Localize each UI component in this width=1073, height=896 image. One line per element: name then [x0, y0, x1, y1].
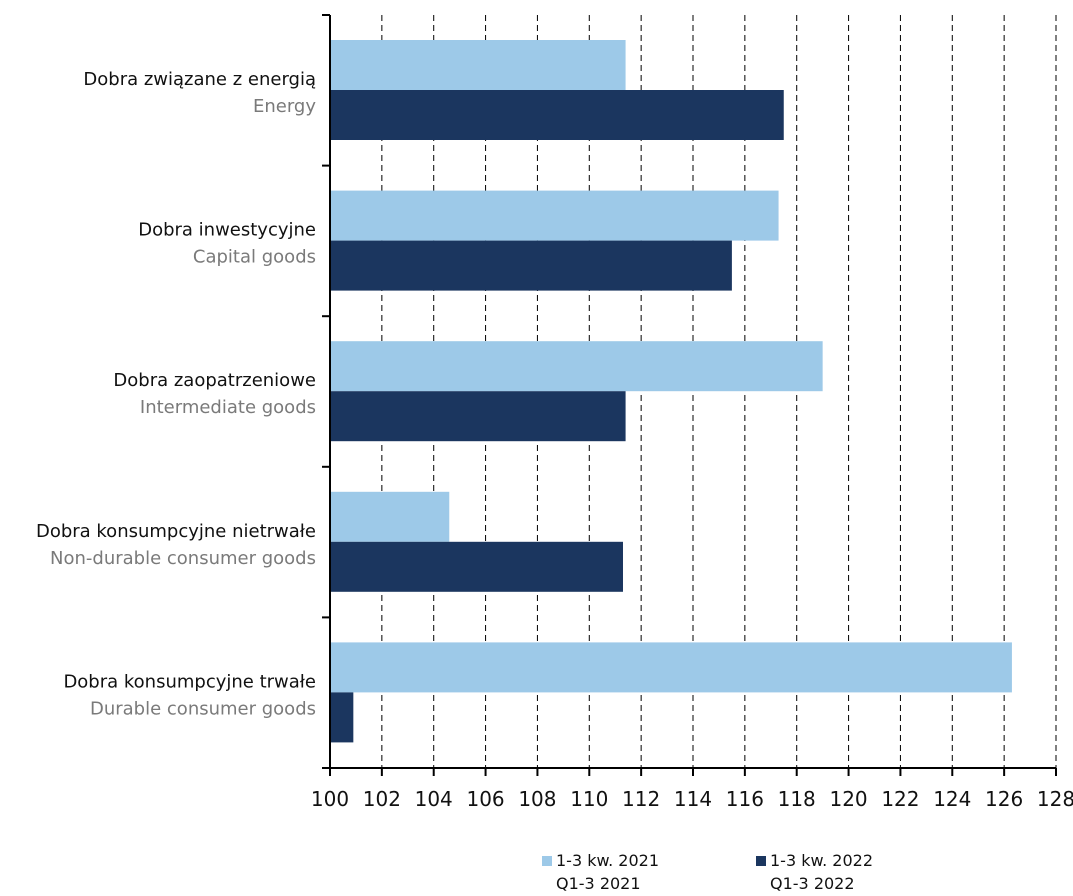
bars — [330, 40, 1012, 743]
bar-2022-0 — [330, 90, 784, 140]
category-label-pl-0: Dobra związane z energią — [83, 69, 316, 90]
legend-swatch-1 — [756, 856, 766, 866]
x-tick-label-124: 124 — [933, 787, 971, 811]
category-label-en-1: Capital goods — [193, 247, 316, 268]
x-tick-label-110: 110 — [570, 787, 608, 811]
bar-2022-3 — [330, 541, 623, 592]
category-label-en-3: Non-durable consumer goods — [50, 548, 316, 569]
category-label-en-0: Energy — [253, 96, 316, 117]
bar-2021-3 — [330, 491, 450, 542]
category-label-pl-1: Dobra inwestycyjne — [138, 220, 316, 241]
category-label-pl-3: Dobra konsumpcyjne nietrwałe — [36, 521, 316, 542]
legend: 1-3 kw. 2021 Q1-3 2021 1-3 kw. 2022 Q1-3 20… — [542, 851, 873, 893]
x-tick-label-122: 122 — [881, 787, 919, 811]
bar-2021-1 — [330, 190, 779, 241]
category-label-pl-4: Dobra konsumpcyjne trwałe — [63, 671, 316, 692]
bar-2022-2 — [330, 391, 626, 442]
category-labels: Dobra związane z energią Energy Dobra inwe… — [36, 69, 316, 719]
x-tick-label-114: 114 — [674, 787, 712, 811]
bar-2021-4 — [330, 642, 1012, 693]
category-label-pl-2: Dobra zaopatrzeniowe — [113, 370, 316, 391]
bar-2021-2 — [330, 341, 823, 392]
legend-label-0: 1-3 kw. 2021 — [556, 851, 659, 870]
x-tick-label-106: 106 — [466, 787, 504, 811]
x-tick-label-102: 102 — [363, 787, 401, 811]
x-tick-label-116: 116 — [726, 787, 764, 811]
x-tick-label-100: 100 — [311, 787, 349, 811]
bar-2022-4 — [330, 692, 354, 743]
x-tick-label-118: 118 — [778, 787, 816, 811]
x-tick-label-112: 112 — [622, 787, 660, 811]
legend-label-1: 1-3 kw. 2022 — [770, 851, 873, 870]
x-tick-label-108: 108 — [518, 787, 556, 811]
legend-label-en-0: Q1-3 2021 — [556, 874, 641, 893]
x-tick-label-120: 120 — [829, 787, 867, 811]
x-tick-label-104: 104 — [415, 787, 453, 811]
axes: 100 102 104 106 108 110 112 114 116 118 120 122 124 1… — [311, 14, 1073, 811]
x-tick-label-126: 126 — [985, 787, 1023, 811]
bar-2022-1 — [330, 240, 732, 291]
category-label-en-2: Intermediate goods — [140, 397, 316, 418]
bar-2021-0 — [330, 40, 626, 90]
gridlines — [381, 15, 1057, 768]
legend-swatch-0 — [542, 856, 552, 866]
legend-label-en-1: Q1-3 2022 — [770, 874, 855, 893]
category-label-en-4: Durable consumer goods — [90, 698, 316, 719]
x-tick-label-128: 128 — [1037, 787, 1073, 811]
